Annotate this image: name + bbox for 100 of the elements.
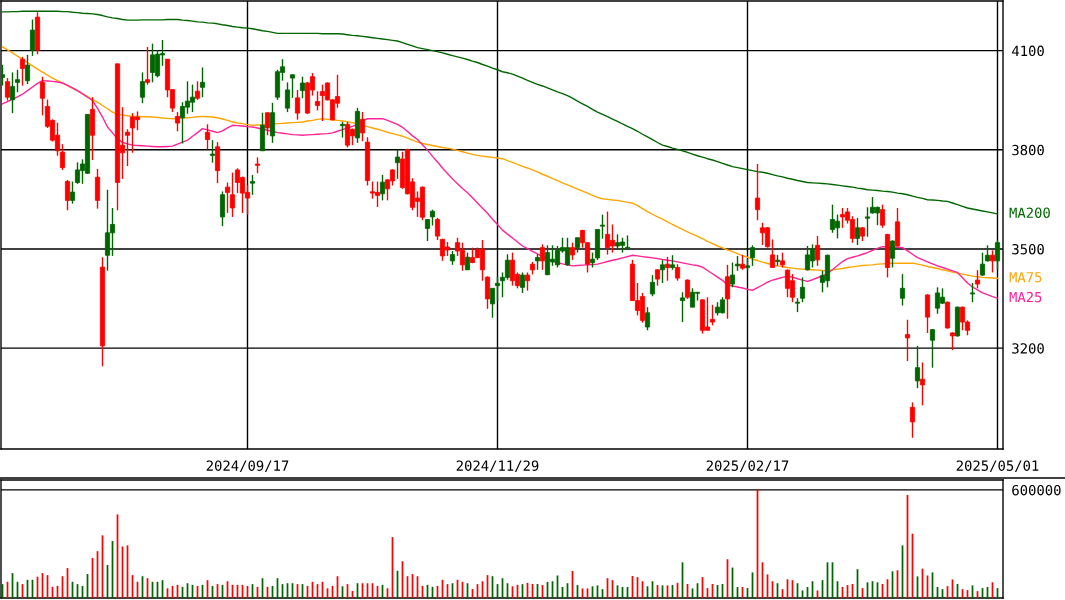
- candlestick: [929, 328, 936, 369]
- candlestick: [899, 273, 906, 307]
- candlestick: [659, 259, 666, 284]
- candlestick: [299, 76, 306, 99]
- candlestick: [134, 110, 141, 131]
- candlestick: [379, 174, 386, 202]
- candlestick: [524, 271, 531, 292]
- candlestick: [434, 217, 441, 241]
- candlestick: [679, 291, 686, 323]
- candlestick: [139, 71, 146, 104]
- candlestick: [479, 239, 486, 282]
- candlestick: [919, 361, 926, 407]
- candlestick: [24, 54, 31, 85]
- candlestick: [994, 239, 1001, 271]
- candlestick: [394, 148, 401, 180]
- line-series: [1, 79, 999, 299]
- candlestick: [314, 90, 321, 112]
- candlestick: [684, 278, 691, 300]
- candlestick: [789, 273, 796, 303]
- candlestick: [729, 261, 736, 289]
- candlestick: [799, 276, 806, 303]
- candlestick: [154, 49, 161, 79]
- candlestick: [344, 121, 351, 149]
- candlestick: [54, 121, 61, 157]
- line-series: [1, 10, 999, 215]
- candlestick: [234, 167, 241, 194]
- candlestick: [29, 18, 36, 57]
- candlestick: [194, 80, 201, 101]
- candlestick: [424, 218, 431, 242]
- candlestick: [749, 244, 756, 267]
- candlestick: [974, 269, 981, 290]
- candlestick: [509, 251, 516, 287]
- y-tick-label: 3200: [1012, 343, 1044, 354]
- candlestick: [289, 74, 296, 99]
- candlestick: [704, 296, 711, 331]
- candlestick: [199, 66, 206, 98]
- candlestick: [359, 111, 366, 142]
- candlestick: [489, 287, 496, 319]
- candlestick: [539, 243, 546, 271]
- candlestick: [639, 292, 646, 324]
- candlestick: [544, 244, 551, 276]
- candlestick: [924, 293, 931, 334]
- y-tick-label: 3500: [1012, 243, 1044, 255]
- candlestick: [484, 275, 491, 310]
- series-label: MA75: [1009, 272, 1042, 283]
- candlestick: [879, 203, 886, 229]
- candlestick: [374, 180, 381, 208]
- candlestick: [599, 213, 606, 240]
- candlestick: [209, 139, 216, 164]
- candlestick: [494, 276, 501, 302]
- candlestick: [9, 71, 16, 114]
- candlestick: [814, 235, 821, 267]
- candlestick: [804, 245, 811, 272]
- candlestick: [914, 345, 921, 389]
- candlestick: [204, 123, 211, 151]
- candlestick: [934, 286, 941, 315]
- candlestick: [784, 268, 791, 298]
- candlestick: [829, 203, 836, 234]
- candlestick: [554, 245, 561, 269]
- x-tick-label: 2025/05/01: [956, 460, 1039, 473]
- series-label: MA200: [1009, 207, 1050, 218]
- candlestick: [989, 249, 996, 274]
- candlestick: [709, 304, 716, 327]
- candlestick: [909, 401, 916, 439]
- candlestick: [74, 161, 81, 185]
- candlestick: [144, 46, 151, 86]
- candlestick: [224, 181, 231, 214]
- candlestick: [644, 306, 651, 331]
- candlestick: [179, 101, 186, 145]
- x-tick-label: 2025/02/17: [706, 460, 789, 473]
- y-tick-label: 600000: [1012, 484, 1061, 496]
- candlestick: [264, 112, 271, 136]
- candlestick: [664, 256, 671, 282]
- candlestick: [229, 171, 236, 218]
- candlestick: [149, 42, 156, 84]
- x-tick-label: 2024/11/29: [456, 460, 539, 473]
- candlestick: [724, 264, 731, 320]
- candlestick: [904, 319, 911, 362]
- candlestick: [4, 77, 11, 102]
- y-tick-label: 4100: [1012, 45, 1044, 57]
- candlestick: [59, 143, 66, 171]
- candlestick: [174, 111, 181, 132]
- candlestick: [39, 76, 46, 117]
- candlestick: [504, 253, 511, 281]
- candlestick: [64, 179, 71, 211]
- candlestick: [959, 305, 966, 331]
- candlestick: [979, 251, 986, 277]
- candlestick: [69, 180, 76, 205]
- candlestick: [184, 80, 191, 115]
- candlestick: [854, 217, 861, 246]
- candlestick: [294, 89, 301, 121]
- candlestick: [129, 112, 136, 154]
- candlestick: [94, 168, 101, 210]
- candlestick: [604, 210, 611, 256]
- candlestick: [19, 56, 26, 87]
- candlestick: [689, 287, 696, 308]
- candlestick: [109, 207, 116, 257]
- candlestick: [969, 282, 976, 303]
- candlestick: [104, 189, 111, 272]
- candlestick: [124, 128, 131, 167]
